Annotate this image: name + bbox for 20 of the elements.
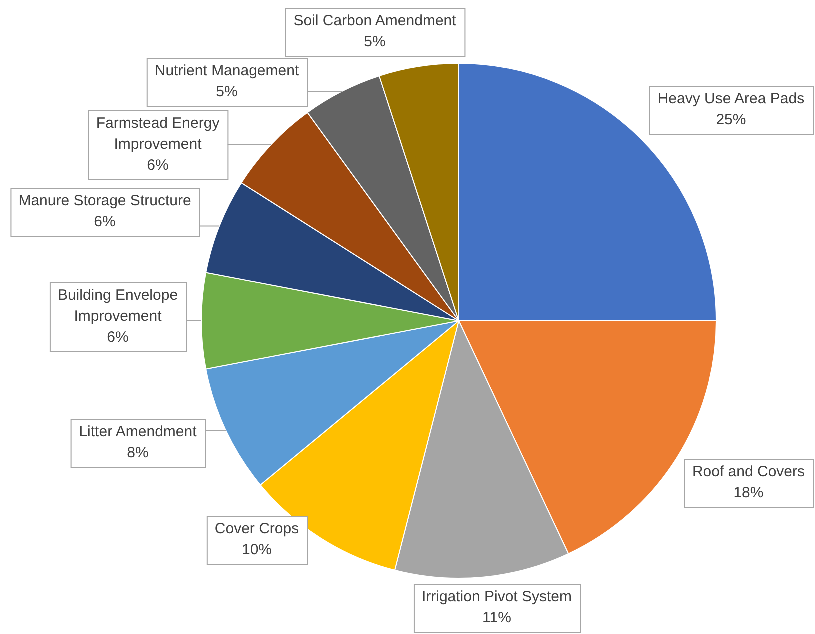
data-label: 11% <box>482 610 512 627</box>
data-label: 10% <box>242 542 272 559</box>
slice-label: Heavy Use Area Pads <box>658 90 805 108</box>
data-label: 6% <box>147 157 169 174</box>
data-label: 8% <box>127 444 149 462</box>
slice-label: Cover Crops <box>214 520 300 538</box>
slice-label: Farmstead Energy Improvement <box>96 115 220 154</box>
slice-label: Roof and Covers <box>692 464 805 481</box>
data-label: 18% <box>734 484 764 502</box>
slice-label: Litter Amendment <box>79 424 198 441</box>
data-label: 5% <box>364 34 386 51</box>
slice-label: Nutrient Management <box>154 62 300 80</box>
slice-label: Soil Carbon Amendment <box>294 12 458 30</box>
slice-label: Irrigation Pivot System <box>422 588 572 606</box>
data-label: 25% <box>716 112 746 129</box>
data-label: 5% <box>216 84 238 101</box>
data-label: 6% <box>94 214 116 231</box>
slice-label: Building Envelope Improvement <box>58 287 178 326</box>
slice-label: Manure Storage Structure <box>18 192 192 210</box>
data-label: 6% <box>107 329 129 346</box>
